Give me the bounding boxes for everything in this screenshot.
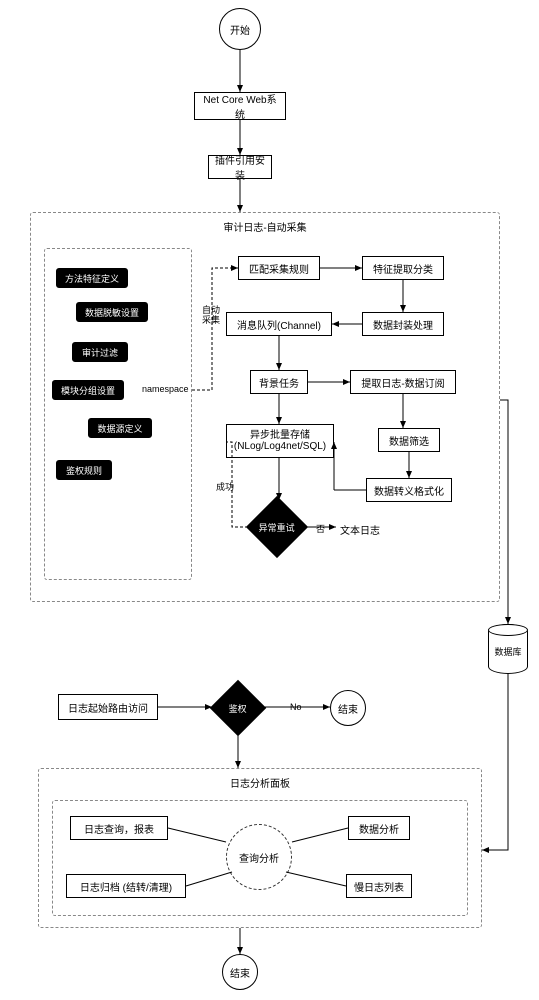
feature-extract-node: 特征提取分类 [362,256,444,280]
data-wrap-node: 数据封装处理 [362,312,444,336]
end2-label: 结束 [230,965,250,980]
success-label: 成功 [216,480,234,493]
log-archive-node: 日志归档 (结转/清理) [66,874,186,898]
match-rule-node: 匹配采集规则 [238,256,320,280]
data-format-node: 数据转义格式化 [366,478,452,502]
channel-label: 消息队列(Channel) [237,317,321,332]
end1-node: 结束 [330,690,366,726]
db-node: 数据库 [488,624,528,674]
datasource-label: 数据源定义 [97,422,142,435]
query-analysis-circle: 查询分析 [226,824,292,890]
auto-collect-label: 自动 采集 [202,306,220,326]
log-archive-label: 日志归档 (结转/清理) [80,879,172,894]
async-store-label: 异步批量存储 (NLog/Log4net/SQL) [234,430,326,452]
data-wrap-label: 数据封装处理 [373,317,433,332]
slow-log-node: 慢日志列表 [346,874,412,898]
method-def-label: 方法特征定义 [65,272,119,285]
data-filter-node: 数据筛选 [378,428,440,452]
audit-box-title: 审计日志-自动采集 [31,213,499,234]
panel-box-title: 日志分析面板 [39,769,481,790]
module-group-node: 模块分组设置 [52,380,124,400]
method-def-node: 方法特征定义 [56,268,128,288]
bg-task-node: 背景任务 [250,370,308,394]
data-filter-label: 数据筛选 [389,433,429,448]
retry-no-label: 否 [316,522,325,535]
auth-rule-node: 鉴权规则 [56,460,112,480]
retry-label: 异常重试 [259,520,295,533]
text-log-label: 文本日志 [340,522,380,537]
auth-diamond: 鉴权 [210,680,267,737]
extract-log-node: 提取日志-数据订阅 [350,370,456,394]
log-query-label: 日志查询，报表 [84,821,154,836]
feature-extract-label: 特征提取分类 [373,261,433,276]
plugin-install-label: 插件引用安装 [213,152,267,182]
netcore-label: Net Core Web系统 [199,91,281,121]
mask-node: 数据脱敏设置 [76,302,148,322]
bg-task-label: 背景任务 [259,375,299,390]
slow-log-label: 慢日志列表 [354,879,404,894]
data-analysis-label: 数据分析 [359,821,399,836]
audit-filter-label: 审计过滤 [82,346,118,359]
route-access-label: 日志起始路由访问 [68,700,148,715]
config-box [44,248,192,580]
plugin-install-node: 插件引用安装 [208,155,272,179]
route-access-node: 日志起始路由访问 [58,694,158,720]
data-format-label: 数据转义格式化 [374,483,444,498]
channel-node: 消息队列(Channel) [226,312,332,336]
db-label: 数据库 [494,645,521,658]
query-analysis-label: 查询分析 [239,850,279,865]
module-group-label: 模块分组设置 [61,384,115,397]
auth-no-label: No [290,702,302,712]
async-store-node: 异步批量存储 (NLog/Log4net/SQL) [226,424,334,458]
match-rule-label: 匹配采集规则 [249,261,309,276]
start-node: 开始 [219,8,261,50]
start-label: 开始 [230,22,250,37]
end2-node: 结束 [222,954,258,990]
audit-filter-node: 审计过滤 [72,342,128,362]
auth-rule-label: 鉴权规则 [66,464,102,477]
netcore-node: Net Core Web系统 [194,92,286,120]
extract-log-label: 提取日志-数据订阅 [361,375,444,390]
datasource-node: 数据源定义 [88,418,152,438]
auth-diamond-label: 鉴权 [229,701,247,714]
end1-label: 结束 [338,701,358,716]
log-query-node: 日志查询，报表 [70,816,168,840]
namespace-label: namespace [142,384,189,394]
mask-label: 数据脱敏设置 [85,306,139,319]
data-analysis-node: 数据分析 [348,816,410,840]
